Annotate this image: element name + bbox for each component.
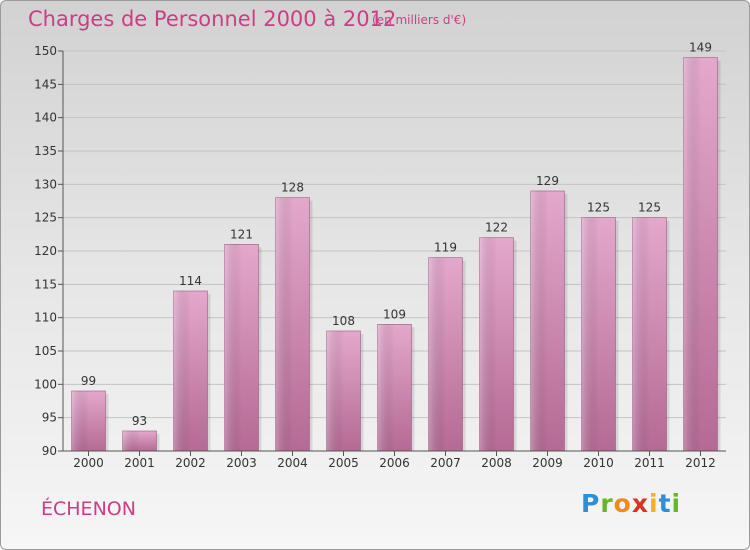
bar-value-label: 122 (485, 221, 508, 235)
x-tick-label: 2007 (430, 456, 461, 470)
x-tick-label: 2002 (175, 456, 206, 470)
y-tick-label: 140 (34, 111, 57, 125)
x-tick-label: 2010 (583, 456, 614, 470)
y-tick-label: 145 (34, 77, 57, 91)
bar-highlight (683, 57, 701, 452)
y-tick-label: 135 (34, 144, 57, 158)
y-tick-label: 115 (34, 277, 57, 291)
bar-value-label: 129 (536, 174, 559, 188)
logo-letter: i (671, 489, 682, 518)
x-tick-label: 2001 (124, 456, 155, 470)
x-tick-label: 2005 (328, 456, 359, 470)
bar-highlight (479, 237, 497, 451)
logo-letter: o (613, 489, 632, 518)
logo-letter: i (649, 489, 659, 518)
bar-value-label: 93 (132, 414, 147, 428)
logo-letter: r (600, 489, 614, 518)
x-tick-label: 2004 (277, 456, 308, 470)
chart-subtitle: (en milliers d'€) (372, 13, 467, 27)
y-tick-label: 130 (34, 177, 57, 191)
logo-letter: x (631, 489, 649, 518)
bar-highlight (530, 191, 548, 451)
chart-title: Charges de Personnel 2000 à 2012 (28, 7, 397, 31)
bar-highlight (326, 331, 344, 451)
bar-highlight (224, 244, 242, 451)
logo-letter: P (581, 489, 601, 518)
bar-highlight (173, 291, 191, 451)
y-tick-label: 105 (34, 344, 57, 358)
logo-letter: t (658, 489, 672, 518)
y-tick-label: 110 (34, 311, 57, 325)
y-tick-label: 95 (42, 411, 57, 425)
bar-value-label: 109 (383, 307, 406, 321)
x-tick-label: 2000 (73, 456, 104, 470)
bar-value-label: 128 (281, 181, 304, 195)
bar-value-label: 149 (689, 41, 712, 55)
y-tick-label: 125 (34, 211, 57, 225)
bar-value-label: 108 (332, 314, 355, 328)
bar-highlight (428, 257, 446, 451)
y-tick-label: 100 (34, 377, 57, 391)
bar-highlight (122, 431, 140, 451)
bar-highlight (632, 217, 650, 451)
y-tick-label: 90 (42, 444, 57, 458)
x-tick-label: 2006 (379, 456, 410, 470)
bar-highlight (377, 324, 395, 451)
x-tick-label: 2009 (532, 456, 563, 470)
bar-value-label: 125 (587, 201, 610, 215)
bar-highlight (581, 217, 599, 451)
x-tick-label: 2012 (685, 456, 716, 470)
bar-highlight (275, 197, 293, 451)
proxiti-logo: Proxiti (581, 489, 681, 518)
commune-name: ÉCHENON (41, 498, 136, 520)
x-tick-label: 2008 (481, 456, 512, 470)
y-tick-label: 150 (34, 44, 57, 58)
bar-highlight (71, 391, 89, 451)
bar-value-label: 121 (230, 227, 253, 241)
x-tick-label: 2003 (226, 456, 257, 470)
bar-value-label: 114 (179, 274, 202, 288)
bar-chart: 99 93 114 121 128 108 109 119 122 129 125 125 149 90… (34, 41, 726, 470)
y-tick-label: 120 (34, 244, 57, 258)
bar-value-label: 125 (638, 201, 661, 215)
bar-value-label: 99 (81, 374, 96, 388)
x-tick-label: 2011 (634, 456, 665, 470)
bar-value-label: 119 (434, 241, 457, 255)
